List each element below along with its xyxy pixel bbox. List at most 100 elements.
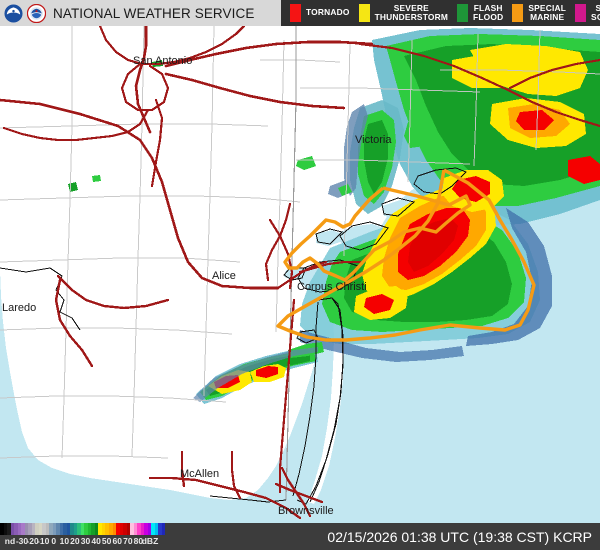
colorbar-swatch: [10, 523, 15, 535]
colorbar-swatch: [105, 523, 109, 535]
colorbar-swatch: [21, 523, 25, 535]
colorbar-swatch: [154, 523, 159, 535]
legend-item-severe-thunderstorm[interactable]: SEVERE THUNDERSTORM: [358, 3, 448, 23]
coastline: [0, 167, 467, 505]
legend-item-special-marine[interactable]: SPECIAL MARINE: [512, 2, 567, 23]
city-label-brownsville: Brownsville: [278, 505, 334, 517]
state-boundaries: [285, 26, 297, 501]
special-marine-swatch: [512, 4, 524, 22]
colorbar-swatch: [91, 523, 95, 535]
radar-echo-blue-vic-edge: [344, 104, 368, 196]
radar-echo-dgreen-victoria: [364, 120, 388, 194]
colorbar-swatch: [56, 523, 60, 535]
colorbar-tick-labels: nd -30 -20 -10 0 10 20 30 40 50 60 70 80 dBZ: [0, 535, 165, 550]
colorbar-swatch: [31, 523, 36, 535]
colorbar-swatch: [73, 523, 78, 535]
colorbar-swatch: [98, 523, 102, 535]
colorbar-swatch: [161, 523, 166, 535]
radar-echo-cell-f: [338, 184, 352, 196]
radar-echo-blue-offshore: [466, 208, 552, 346]
page-title: NATIONAL WEATHER SERVICE: [53, 5, 255, 21]
radar-echo-red-sw2: [256, 366, 278, 378]
colorbar-swatch: [49, 523, 53, 535]
tornado-swatch: [290, 4, 301, 22]
colorbar-tick: nd: [4, 536, 16, 546]
colorbar-gradient: [0, 523, 166, 535]
colorbar-swatch: [17, 523, 22, 535]
colorbar-swatch: [59, 523, 64, 535]
colorbar-swatch: [126, 523, 131, 535]
colorbar-swatch: [140, 523, 145, 535]
city-labels: San Antonio Victoria Alice Corpus Christ…: [2, 55, 392, 517]
timestamp-bar: 02/15/2026 01:38 UTC (19:38 CST) KCRP: [165, 523, 600, 550]
colorbar-tick: 60: [112, 536, 122, 546]
radar-map[interactable]: San Antonio Victoria Alice Corpus Christ…: [0, 0, 600, 523]
colorbar-tick: 40: [91, 536, 101, 546]
footer-bar: nd -30 -20 -10 0 10 20 30 40 50 60 70 80 dBZ 02/15/20…: [0, 523, 600, 550]
radar-echo-green-vic-small: [404, 118, 430, 148]
radar-echo-red-north-cell: [452, 176, 490, 202]
colorbar-swatch: [52, 523, 57, 535]
colorbar-swatch: [119, 523, 124, 535]
colorbar-swatch: [158, 523, 162, 535]
colorbar-swatch: [116, 523, 120, 535]
colorbar-swatch: [35, 523, 39, 535]
colorbar-tick: 10: [59, 536, 70, 546]
legend-label-snow-squall: SNOWSQUALL: [591, 2, 600, 22]
colorbar-swatch: [80, 523, 85, 535]
colorbar-tick: 20: [70, 536, 80, 546]
colorbar-swatch: [14, 523, 18, 535]
header-branding: NATIONAL WEATHER SERVICE: [0, 0, 281, 26]
city-label-alice: Alice: [212, 270, 236, 282]
legend-item-flash-flood[interactable]: FLASH FLOOD: [457, 2, 504, 23]
radar-reflectivity-layer: [68, 28, 600, 404]
legend-item-tornado[interactable]: TORNADO: [290, 4, 350, 22]
nws-seal-logo: [27, 3, 46, 23]
special-marine-polygon-offshore: [276, 168, 536, 342]
colorbar-swatch: [42, 523, 46, 535]
colorbar-swatch: [101, 523, 106, 535]
noaa-seabird-logo: [4, 3, 23, 23]
colorbar-swatch: [45, 523, 50, 535]
colorbar-swatch: [63, 523, 67, 535]
colorbar-tick: 70: [123, 536, 133, 546]
colorbar-swatch: [0, 523, 4, 535]
colorbar-swatch: [144, 523, 148, 535]
radar-echo-blue-south-edge: [300, 330, 464, 362]
colorbar-swatch: [133, 523, 138, 535]
city-label-mcallen: McAllen: [180, 468, 219, 480]
colorbar-swatch: [123, 523, 127, 535]
colorbar-swatch: [147, 523, 152, 535]
colorbar-swatch: [108, 523, 113, 535]
legend-item-snow-squall[interactable]: SNOWSQUALL: [575, 2, 600, 23]
warning-legend: TORNADO SEVERE THUNDERSTORM FLASH FLOOD SP…: [281, 0, 600, 26]
special-marine-polygon-bay: [283, 186, 472, 282]
radar-timestamp: 02/15/2026 01:38 UTC (19:38 CST) KCRP: [327, 528, 592, 545]
colorbar-swatch: [24, 523, 29, 535]
colorbar-swatch: [7, 523, 11, 535]
colorbar-swatch: [70, 523, 74, 535]
radar-echo-red-ne1: [516, 110, 554, 130]
colorbar-tick: -20: [26, 536, 39, 546]
radar-echo-yellow-ne3: [452, 54, 518, 88]
colorbar-tick: 50: [101, 536, 112, 546]
flash-flood-swatch: [457, 4, 469, 22]
colorbar-tick: 30: [80, 536, 91, 546]
severe-thunderstorm-swatch: [358, 4, 370, 22]
city-label-victoria: Victoria: [355, 134, 392, 146]
reflectivity-colorbar[interactable]: nd -30 -20 -10 0 10 20 30 40 50 60 70 80 dBZ: [0, 523, 166, 550]
city-label-san-antonio: San Antonio: [133, 55, 192, 67]
colorbar-swatch: [3, 523, 8, 535]
colorbar-swatch: [87, 523, 92, 535]
highways: [0, 24, 600, 520]
colorbar-swatch: [66, 523, 71, 535]
colorbar-swatch: [94, 523, 99, 535]
colorbar-tick: 0: [51, 536, 57, 546]
legend-label-flash-flood: FLASH FLOOD: [473, 2, 504, 22]
colorbar-swatch: [84, 523, 88, 535]
legend-label-special-marine: SPECIAL MARINE: [528, 2, 567, 22]
county-boundaries: [0, 25, 600, 459]
colorbar-swatch: [112, 523, 117, 535]
colorbar-tick: dBZ: [141, 536, 159, 546]
